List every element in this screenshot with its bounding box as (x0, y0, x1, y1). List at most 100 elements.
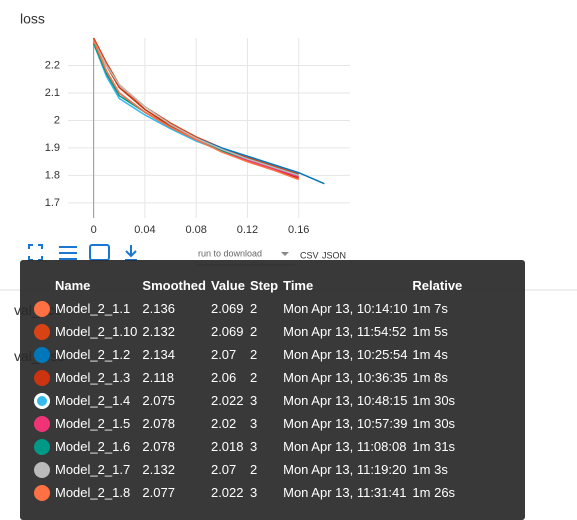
series-swatch (34, 346, 50, 363)
y-tick-label: 1.9 (45, 142, 60, 154)
tooltip-cell: Mon Apr 13, 11:54:52 (283, 324, 407, 339)
series-swatch (34, 461, 50, 478)
swatch-cell (34, 458, 55, 481)
tooltip-cell: Model_2_1.2 (55, 347, 131, 362)
header-cell (34, 274, 55, 297)
tooltip-cell: 2.078 (142, 439, 175, 454)
tooltip-row: Model_2_1.8 2.077 2.022 3 Mon Apr 13, 11:31:… (34, 481, 467, 504)
y-tick-label: 2.2 (45, 59, 60, 71)
swatch-cell (34, 343, 55, 366)
plot: 1.7 1.8 1.9 2 2.1 2.2 0 0.04 0.08 0.12 0.16 (45, 37, 350, 236)
series-line (92, 43, 325, 185)
series-swatch (34, 323, 50, 340)
tooltip-cell: 2 (249, 324, 258, 339)
x-tick-label: 0.12 (237, 224, 258, 236)
tooltip-cell: Model_2_1.1 (55, 301, 131, 316)
x-tick-label: 0.04 (134, 224, 155, 236)
tooltip-row: Model_2_1.5 2.078 2.02 3 Mon Apr 13, 10:57:3… (34, 412, 467, 435)
header-cell: Smoothed (142, 278, 206, 293)
tooltip-cell: 2.136 (142, 301, 175, 316)
swatch-cell (34, 481, 55, 504)
tooltip-cell: 2.118 (142, 370, 174, 385)
tooltip-cell: Mon Apr 13, 10:14:10 (283, 301, 408, 316)
y-tick-label: 2.1 (45, 87, 60, 99)
card-title: loss (20, 11, 45, 27)
tooltip-row: Model_2_1.1 2.136 2.069 2 Mon Apr 13, 10:14:… (34, 297, 467, 320)
tooltip-row: Model_2_1.7 2.132 2.07 2 Mon Apr 13, 11:19:2… (34, 458, 467, 481)
tooltip-cell: Model_2_1.7 (55, 462, 131, 477)
swatch-cell (34, 297, 55, 320)
tooltip-cell: 1m 30s (412, 416, 456, 431)
tooltip-cell: 2.07 (210, 462, 237, 477)
header-cell: Name (55, 278, 91, 293)
tooltip-cell: Model_2_1.5 (55, 416, 131, 431)
run-select[interactable]: run to download (198, 248, 262, 258)
swatch-cell (34, 366, 55, 389)
x-tick-label: 0.08 (185, 224, 206, 236)
tooltip-cell: Model_2_1.3 (55, 370, 131, 385)
tooltip-row: Model_2_1.2 2.134 2.07 2 Mon Apr 13, 10:25:5… (34, 343, 467, 366)
tooltip-cell: 1m 26s (412, 485, 456, 500)
tooltip-cell: 1m 5s (412, 324, 448, 339)
header-cell: Relative (412, 278, 463, 293)
tooltip-cell: 2.07 (210, 347, 237, 362)
tooltip-cell: 2.134 (142, 347, 175, 362)
page: loss run to download CSV JSON 1.7 1.8 1.9 2… (0, 10, 577, 520)
tooltip-row: Model_2_1.10 2.132 2.069 2 Mon Apr 13, 11:54… (34, 320, 467, 343)
tooltip-cell: 1m 3s (412, 462, 448, 477)
tooltip-cell: Model_2_1.4 (55, 393, 131, 408)
y-tick-label: 2 (54, 114, 60, 126)
tooltip-cell: 2.075 (142, 393, 175, 408)
tooltip: Name Smoothed Value Step Time Relative Model_2… (20, 260, 525, 520)
tooltip-cell: 2.078 (142, 416, 175, 431)
toolbar-icons (28, 244, 137, 261)
tooltip-cell: 3 (249, 439, 258, 454)
tooltip-cell: Mon Apr 13, 11:31:41 (283, 485, 407, 500)
tooltip-cell: 2.132 (142, 462, 175, 477)
tooltip-cell: 2 (249, 347, 258, 362)
tooltip-cell: 1m 30s (412, 393, 456, 408)
tooltip-cell: Model_2_1.8 (55, 485, 131, 500)
header-cell: Step (249, 278, 279, 293)
swatch-cell (34, 412, 55, 435)
tooltip-cell: Model_2_1.6 (55, 439, 131, 454)
dropdown-arrow (281, 252, 289, 256)
tooltip-cell: 1m 31s (412, 439, 456, 454)
tooltip-table: Name Smoothed Value Step Time Relative Model_2… (34, 274, 467, 504)
tooltip-cell: Mon Apr 13, 10:36:35 (283, 370, 408, 385)
tooltip-cell: 3 (249, 416, 258, 431)
csv-link[interactable]: CSV (300, 250, 319, 260)
tooltip-cell: 2.132 (142, 324, 175, 339)
y-tick-label: 1.7 (45, 197, 60, 209)
series-swatch (34, 484, 50, 501)
tooltip-cell: Mon Apr 13, 10:48:15 (283, 393, 408, 408)
tooltip-row: Model_2_1.3 2.118 2.06 2 Mon Apr 13, 10:36:3… (34, 366, 467, 389)
tooltip-cell: 2.06 (210, 370, 237, 385)
x-tick-label: 0 (91, 224, 97, 236)
tooltip-cell: 1m 4s (412, 347, 448, 362)
series-swatch (34, 300, 50, 317)
tooltip-cell: Mon Apr 13, 11:19:20 (283, 462, 407, 477)
tooltip-cell: 2.02 (210, 416, 237, 431)
series-line (92, 40, 299, 181)
tooltip-cell: 1m 7s (412, 301, 448, 316)
series-swatch (34, 369, 50, 386)
swatch-cell (34, 435, 55, 458)
swatch-cell (34, 389, 55, 412)
tooltip-cell: 2 (249, 370, 258, 385)
json-link[interactable]: JSON (322, 250, 346, 260)
tooltip-cell: 2.069 (210, 324, 244, 339)
y-tick-label: 1.8 (45, 169, 60, 181)
series-line (92, 40, 299, 177)
tooltip-cell: 2 (249, 462, 258, 477)
tooltip-cell: Mon Apr 13, 11:08:08 (283, 439, 407, 454)
tooltip-row: Model_2_1.4 2.075 2.022 3 Mon Apr 13, 10:48:… (34, 389, 467, 412)
header-cell: Value (210, 278, 245, 293)
series-swatch (34, 392, 50, 409)
swatch-cell (34, 320, 55, 343)
tooltip-cell: Mon Apr 13, 10:25:54 (283, 347, 408, 362)
tooltip-cell: Mon Apr 13, 10:57:39 (283, 416, 408, 431)
tooltip-cell: 2.069 (210, 301, 244, 316)
tooltip-cell: 2.022 (210, 393, 244, 408)
tooltip-cell: 2 (249, 301, 258, 316)
